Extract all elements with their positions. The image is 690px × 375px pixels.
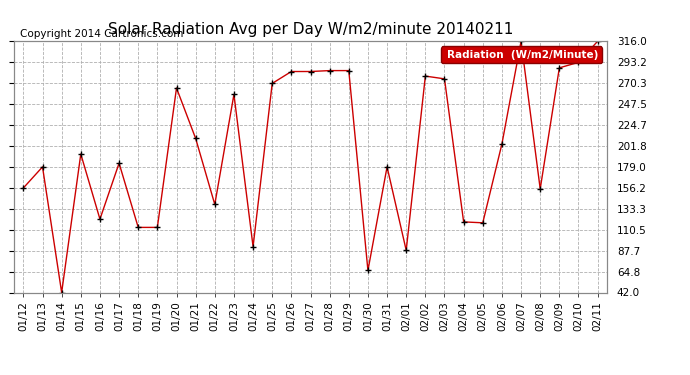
- Legend: Radiation  (W/m2/Minute): Radiation (W/m2/Minute): [441, 46, 602, 63]
- Text: Copyright 2014 Cartronics.com: Copyright 2014 Cartronics.com: [20, 29, 183, 39]
- Title: Solar Radiation Avg per Day W/m2/minute 20140211: Solar Radiation Avg per Day W/m2/minute …: [108, 22, 513, 37]
